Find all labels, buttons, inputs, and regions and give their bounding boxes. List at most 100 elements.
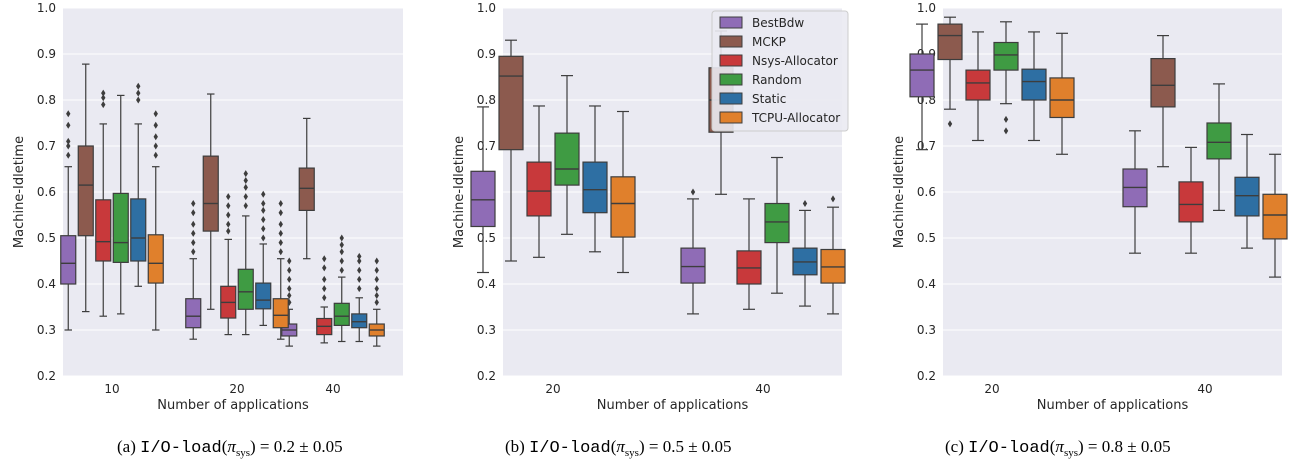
outlier-point: [153, 151, 158, 159]
legend-swatch: [719, 92, 743, 105]
outlier-point: [153, 133, 158, 141]
box-iqr: [610, 176, 636, 238]
y-tick-label: 0.6: [37, 185, 56, 199]
legend-frame: [711, 10, 849, 132]
box-Static-20: [1021, 31, 1047, 142]
box-BestBdw-20: [909, 23, 935, 151]
box-iqr: [112, 192, 129, 263]
box-MCKP-20: [937, 16, 963, 128]
outlier-point: [243, 170, 248, 178]
outlier-point: [261, 200, 266, 207]
figure-caption: (c) I/O-load(πsys) = 0.8 ± 0.05: [945, 437, 1171, 459]
box-Random-10: [112, 94, 129, 315]
y-tick-label: 0.9: [477, 47, 496, 61]
box-iqr: [993, 41, 1019, 71]
y-tick-label: 0.4: [917, 277, 936, 291]
y-tick-label: 0.7: [917, 139, 936, 153]
box-iqr: [526, 161, 552, 217]
box-Static-10: [130, 82, 147, 287]
outlier-point: [153, 110, 158, 118]
outlier-point: [261, 206, 266, 214]
figure-caption: (a) I/O-load(πsys) = 0.2 ± 0.05: [117, 437, 343, 459]
outlier-point: [287, 292, 292, 299]
box-iqr: [764, 202, 790, 244]
box-iqr: [237, 268, 254, 310]
x-tick-label: 40: [325, 382, 340, 396]
box-TCPU-Allocator-40: [820, 195, 846, 315]
outlier-point: [374, 292, 379, 299]
legend-swatch: [719, 35, 743, 48]
legend-swatch: [719, 111, 743, 124]
y-tick-label: 0.3: [37, 323, 56, 337]
outlier-point: [261, 234, 266, 242]
outlier-point: [66, 110, 71, 118]
box-Static-40: [1234, 133, 1260, 249]
outlier-point: [226, 220, 231, 228]
outlier-point: [191, 209, 196, 217]
outlier-point: [322, 264, 327, 272]
legend: BestBdw MCKP Nsys-Allocator Random Static TCP…: [711, 10, 849, 132]
outlier-point: [374, 266, 379, 274]
box-Random-40: [1206, 83, 1232, 211]
legend-swatch: [719, 73, 743, 86]
legend-label: Random: [752, 73, 802, 87]
box-iqr: [185, 298, 202, 329]
y-tick-label: 0.9: [37, 47, 56, 61]
y-tick-label: 0.7: [477, 139, 496, 153]
box-TCPU-Allocator-20: [1049, 32, 1075, 155]
box-TCPU-Allocator-40: [368, 257, 385, 347]
box-iqr: [77, 145, 94, 237]
outlier-point: [357, 252, 362, 260]
outlier-point: [1003, 127, 1009, 135]
x-axis-label: Number of applications: [597, 398, 749, 413]
box-BestBdw-10: [60, 110, 77, 331]
x-tick-label: 40: [755, 382, 770, 396]
box-Random-40: [333, 234, 350, 343]
outlier-point: [101, 94, 106, 102]
box-iqr: [130, 198, 147, 262]
outlier-point: [357, 275, 362, 283]
outlier-point: [101, 89, 106, 97]
box-Nsys-Allocator-40: [1178, 146, 1204, 254]
y-tick-label: 0.6: [917, 185, 936, 199]
y-tick-label: 1.0: [917, 1, 936, 15]
y-axis-label: Machine-Idletime: [12, 136, 27, 248]
y-tick-label: 1.0: [477, 1, 496, 15]
outlier-point: [278, 220, 283, 228]
box-TCPU-Allocator-20: [610, 110, 636, 274]
outlier-point: [136, 89, 141, 97]
legend-label: MCKP: [752, 35, 786, 49]
outlier-point: [322, 275, 327, 283]
outlier-point: [191, 200, 196, 207]
outlier-point: [243, 193, 248, 201]
outlier-point: [136, 96, 141, 104]
box-MCKP-20: [498, 39, 524, 262]
outlier-point: [374, 285, 379, 293]
outlier-point: [66, 151, 71, 159]
outlier-point: [261, 216, 266, 224]
outlier-point: [226, 202, 231, 210]
box-iqr: [1206, 122, 1232, 160]
outlier-point: [191, 239, 196, 247]
box-Random-40: [764, 156, 790, 294]
x-axis-label: Number of applications: [157, 398, 309, 413]
outlier-point: [191, 229, 196, 237]
y-tick-label: 0.2: [917, 369, 936, 383]
outlier-point: [357, 257, 362, 265]
legend-label: Nsys-Allocator: [752, 54, 838, 68]
box-iqr: [937, 23, 963, 61]
outlier-point: [374, 275, 379, 283]
outlier-point: [66, 137, 71, 145]
y-tick-label: 0.5: [477, 231, 496, 245]
y-axis-label: Machine-Idletime: [892, 136, 907, 248]
box-BestBdw-40: [1122, 130, 1148, 254]
y-tick-label: 0.3: [477, 323, 496, 337]
box-BestBdw-20: [470, 106, 496, 274]
outlier-point: [261, 225, 266, 233]
box-iqr: [95, 199, 112, 262]
outlier-point: [66, 121, 71, 129]
outlier-point: [191, 220, 196, 228]
